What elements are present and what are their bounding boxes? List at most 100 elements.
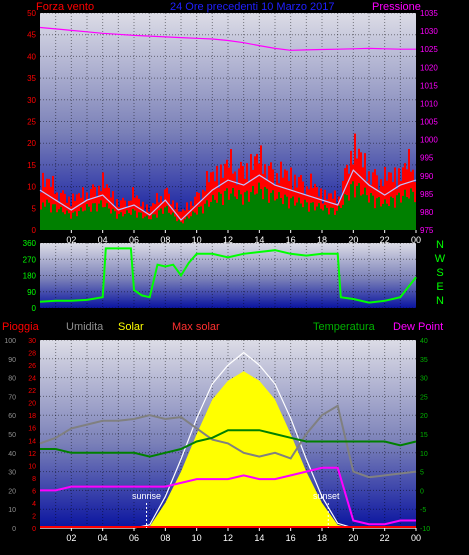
wind-gust-bar [42,172,44,230]
wind-avg-bar [374,208,376,230]
wind-avg-bar [56,212,58,230]
temp-axis-ticks: 0102030405060708090100024681012141618202… [4,338,430,533]
wind-avg-bar [224,191,226,230]
axis-tick-label: 180 [23,272,37,281]
wind-avg-bar [284,194,286,230]
axis-tick-label: 10 [27,183,36,192]
wind-avg-bar [364,187,366,230]
wind-avg-bar [290,198,292,230]
wind-avg-bar [362,194,364,230]
wind-avg-bar [196,214,198,230]
wind-gust-bar [62,190,64,230]
wind-avg-bar [82,211,84,230]
compass-label: N [436,239,444,251]
wind-avg-bar [190,216,192,230]
wind-avg-bar [104,206,106,230]
wind-avg-bar [40,209,42,230]
wind-avg-bar [76,216,78,230]
wind-avg-bar [214,199,216,230]
wind-avg-bar [208,206,210,230]
wind-avg-bar [146,215,148,230]
wind-avg-bar [264,187,266,230]
wind-axis-ticks: 0 5 10 15 20 25 30 35 40 45 50 [27,9,36,235]
wind-gust-bar [122,197,124,230]
axis-tick-label: 0 [12,526,16,533]
wind-avg-bar [68,213,70,230]
wind-avg-bar [100,200,102,230]
wind-avg-bar [140,212,142,230]
axis-tick-label: 18 [28,413,36,420]
wind-avg-bar [94,203,96,230]
wind-avg-bar [280,198,282,230]
wind-gust-bar [190,201,192,230]
wind-gust-bar [294,174,296,230]
wind-gust-bar [202,189,204,230]
wind-avg-bar [72,212,74,230]
axis-tick-label: 1005 [420,118,438,127]
wind-gust-bar [256,153,258,230]
wind-gust-bar [90,189,92,230]
axis-tick-label: 20 [8,488,16,495]
wind-avg-bar [260,188,262,230]
direction-grid [40,242,416,309]
wind-avg-bar [396,195,398,230]
axis-tick-label: 1010 [420,99,438,108]
wind-avg-bar [368,202,370,230]
wind-avg-bar [326,207,328,230]
wind-avg-bar [410,188,412,230]
wind-avg-bar [334,214,336,230]
axis-tick-label: 22 [28,388,36,395]
wind-avg-bar [242,204,244,230]
axis-tick-label: 2 [32,513,36,520]
wind-gust-bar [334,190,336,230]
wind-gust-bar [302,181,304,230]
wind-avg-bar [360,195,362,230]
axis-tick-label: 8 [32,476,36,483]
x-tick-label: 12 [223,235,233,245]
wind-avg-bar [394,207,396,230]
axis-tick-label: 975 [420,226,434,235]
wind-avg-bar [200,206,202,230]
wind-avg-bar [306,202,308,230]
x-tick-label: 02 [66,533,76,543]
wind-avg-bar [42,202,44,230]
wind-avg-bar [210,201,212,230]
wind-avg-bar [84,210,86,230]
wind-avg-bar [256,193,258,230]
wind-avg-bar [156,217,158,230]
wind-avg-bar [114,211,116,230]
wind-avg-bar [134,210,136,230]
wind-gust-bar [394,167,396,230]
x-tick-label: 18 [317,235,327,245]
axis-tick-label: 10 [8,507,16,514]
x-tick-label: 06 [129,235,139,245]
sunrise-label: sunrise [132,491,161,501]
wind-gust-bar [242,165,244,230]
wind-avg-bar [324,205,326,230]
wind-axis-label: Forza vento [36,1,94,13]
wind-avg-bar [52,204,54,230]
wind-avg-bar [380,206,382,230]
wind-avg-bar [276,198,278,230]
wind-avg-bar [308,211,310,230]
axis-tick-label: 25 [420,394,428,401]
wind-gust-bar [288,181,290,230]
wind-avg-bar [58,209,60,230]
wind-avg-bar [296,202,298,230]
dew-point-line [40,466,416,526]
wind-avg-bar [216,202,218,230]
axis-tick-label: 70 [8,394,16,401]
axis-tick-label: 90 [8,357,16,364]
wind-avg-bar [60,206,62,230]
wind-avg-bar [226,188,228,230]
axis-tick-label: 30 [8,470,16,477]
compass-label: N [436,295,444,307]
wind-gust-bar [300,174,302,230]
x-tick-label: 08 [160,235,170,245]
wind-gust-bar [196,192,198,230]
wind-avg-bar [354,197,356,230]
wind-avg-bar [262,199,264,230]
wind-avg-bar [194,212,196,230]
wind-gust-bar [156,193,158,230]
